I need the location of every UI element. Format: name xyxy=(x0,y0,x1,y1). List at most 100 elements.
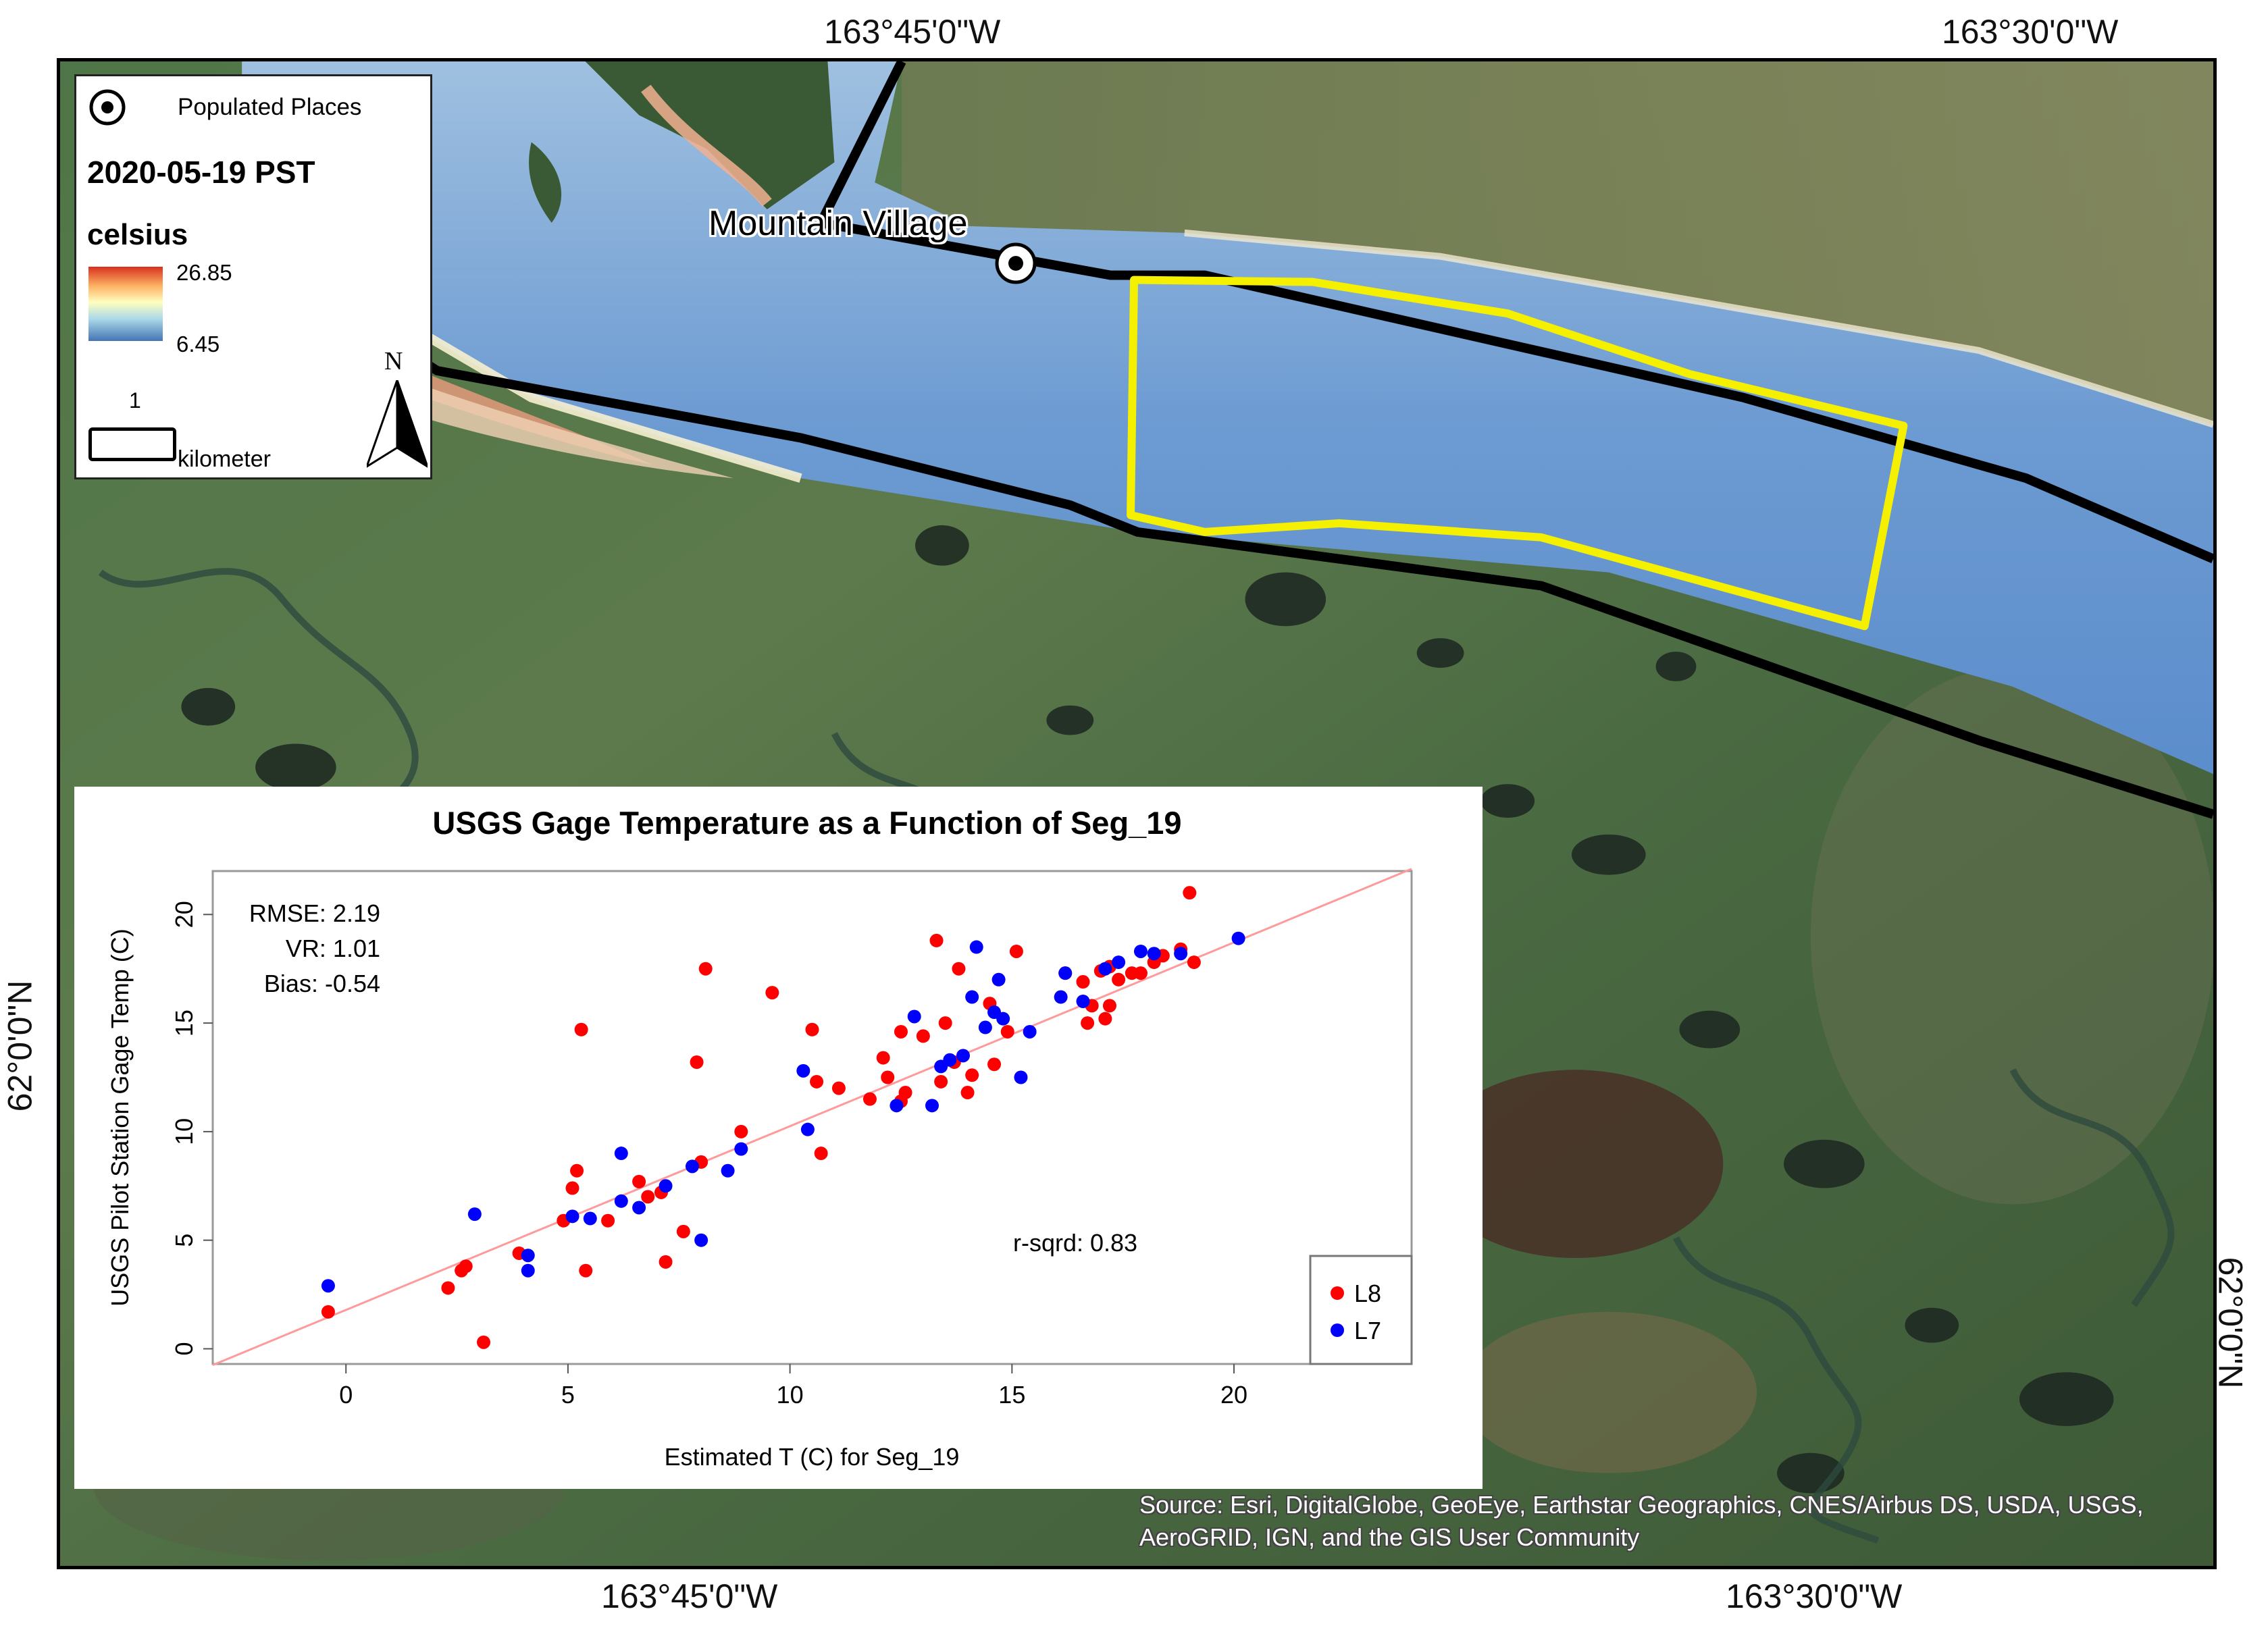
coord-top-left: 163°45'0"W xyxy=(824,13,1001,51)
legend-marker-l8 xyxy=(1331,1286,1344,1300)
data-point-l7 xyxy=(1098,962,1112,976)
coord-bottom-right: 163°30'0"W xyxy=(1726,1577,1903,1615)
data-point-l7 xyxy=(721,1163,735,1178)
legend-label-l8: L8 xyxy=(1354,1280,1381,1307)
data-point-l7 xyxy=(1014,1070,1028,1084)
data-point-l7 xyxy=(1076,994,1090,1008)
data-point-l8 xyxy=(876,1051,890,1065)
data-point-l8 xyxy=(934,1074,948,1088)
y-tick-label: 20 xyxy=(170,901,198,928)
x-tick-label: 10 xyxy=(777,1381,804,1409)
stat-rsq: r-sqrd: 0.83 xyxy=(1013,1229,1137,1257)
coord-left: 62°0'0"N xyxy=(1,980,39,1112)
data-point-l7 xyxy=(614,1194,628,1208)
data-point-l8 xyxy=(1076,975,1090,989)
data-point-l7 xyxy=(800,1122,815,1136)
data-point-l8 xyxy=(698,962,713,976)
legend-unit: celsius xyxy=(87,218,188,251)
data-point-l8 xyxy=(1009,944,1023,958)
scatter-plot-panel: USGS Gage Temperature as a Function of S… xyxy=(74,787,1483,1489)
x-tick-label: 5 xyxy=(561,1381,575,1409)
data-point-l8 xyxy=(831,1081,846,1095)
legend-populated-places: Populated Places xyxy=(178,94,362,120)
data-point-l8 xyxy=(862,1092,877,1106)
data-point-l8 xyxy=(477,1335,491,1349)
stat-rmse: RMSE: 2.19 xyxy=(249,899,380,927)
data-point-l7 xyxy=(965,990,979,1004)
data-point-l8 xyxy=(1133,966,1148,980)
populated-place-icon[interactable] xyxy=(992,240,1039,287)
data-point-l8 xyxy=(881,1070,895,1084)
data-point-l7 xyxy=(686,1159,699,1174)
data-point-l7 xyxy=(565,1209,579,1224)
y-axis-label: USGS Pilot Station Gage Temp (C) xyxy=(106,928,134,1307)
data-point-l8 xyxy=(894,1024,908,1039)
y-tick-label: 10 xyxy=(170,1118,198,1145)
scatter-plot: USGS Gage Temperature as a Function of S… xyxy=(106,805,1413,1471)
data-point-l7 xyxy=(467,1207,482,1222)
data-point-l8 xyxy=(570,1163,584,1178)
data-point-l7 xyxy=(991,972,1006,987)
data-point-l7 xyxy=(1023,1024,1037,1039)
chart-legend: L8 L7 xyxy=(1309,1255,1413,1365)
stat-bias: Bias: -0.54 xyxy=(264,970,380,997)
data-point-l8 xyxy=(810,1074,824,1088)
data-point-l8 xyxy=(1112,972,1126,987)
x-tick-label: 15 xyxy=(998,1381,1025,1409)
legend-max: 26.85 xyxy=(176,260,232,285)
data-point-l7 xyxy=(632,1201,646,1215)
legend-label-l7: L7 xyxy=(1354,1317,1381,1344)
north-arrow-icon xyxy=(367,380,428,468)
data-point-l8 xyxy=(965,1068,979,1082)
data-point-l7 xyxy=(1058,966,1073,980)
data-point-l7 xyxy=(907,1009,921,1024)
data-point-l8 xyxy=(1187,955,1201,970)
data-point-l7 xyxy=(943,1053,957,1067)
data-point-l7 xyxy=(734,1142,748,1156)
legend-marker-l7 xyxy=(1331,1323,1344,1337)
data-point-l8 xyxy=(459,1259,473,1273)
data-point-l7 xyxy=(996,1012,1010,1026)
coord-bottom-left: 163°45'0"W xyxy=(601,1577,778,1615)
data-point-l8 xyxy=(734,1124,748,1138)
data-point-l8 xyxy=(938,1016,952,1030)
scale-bar-value: 1 xyxy=(129,388,141,413)
legend-min: 6.45 xyxy=(176,332,220,357)
fit-line xyxy=(212,868,1412,1366)
data-point-l7 xyxy=(521,1263,535,1278)
data-point-l7 xyxy=(1054,990,1068,1004)
chart-title: USGS Gage Temperature as a Function of S… xyxy=(432,805,1181,841)
basemap-attribution: Source: Esri, DigitalGlobe, GeoEye, Eart… xyxy=(1139,1491,2144,1551)
data-point-l7 xyxy=(890,1099,904,1113)
data-point-l7 xyxy=(1174,947,1188,961)
data-point-l7 xyxy=(583,1211,597,1226)
data-point-l7 xyxy=(1112,955,1126,970)
data-point-l8 xyxy=(601,1213,615,1228)
x-tick-label: 20 xyxy=(1220,1381,1247,1409)
data-point-l8 xyxy=(1183,886,1197,900)
data-point-l8 xyxy=(574,1022,588,1036)
data-point-l8 xyxy=(632,1174,646,1188)
legend-color-ramp xyxy=(88,267,163,341)
data-point-l7 xyxy=(1133,944,1148,958)
data-point-l7 xyxy=(796,1064,810,1078)
data-point-l8 xyxy=(805,1022,819,1036)
data-point-l7 xyxy=(925,1099,939,1113)
data-point-l8 xyxy=(987,1057,1002,1072)
data-point-l8 xyxy=(441,1281,455,1295)
data-point-l8 xyxy=(952,962,966,976)
data-point-l8 xyxy=(916,1029,930,1043)
data-point-l8 xyxy=(1081,1016,1095,1030)
data-point-l8 xyxy=(579,1263,593,1278)
data-point-l8 xyxy=(690,1055,704,1069)
data-point-l8 xyxy=(565,1181,579,1195)
data-point-l8 xyxy=(1098,1012,1112,1026)
data-point-l7 xyxy=(321,1279,335,1293)
x-tick-label: 0 xyxy=(339,1381,353,1409)
map-legend: Populated Places 2020-05-19 PST celsius … xyxy=(74,74,432,479)
data-point-l8 xyxy=(929,933,944,947)
data-point-l8 xyxy=(1000,1024,1014,1039)
data-point-l7 xyxy=(1147,947,1161,961)
coord-top-right: 163°30'0"W xyxy=(1942,13,2119,51)
data-point-l8 xyxy=(898,1086,912,1100)
